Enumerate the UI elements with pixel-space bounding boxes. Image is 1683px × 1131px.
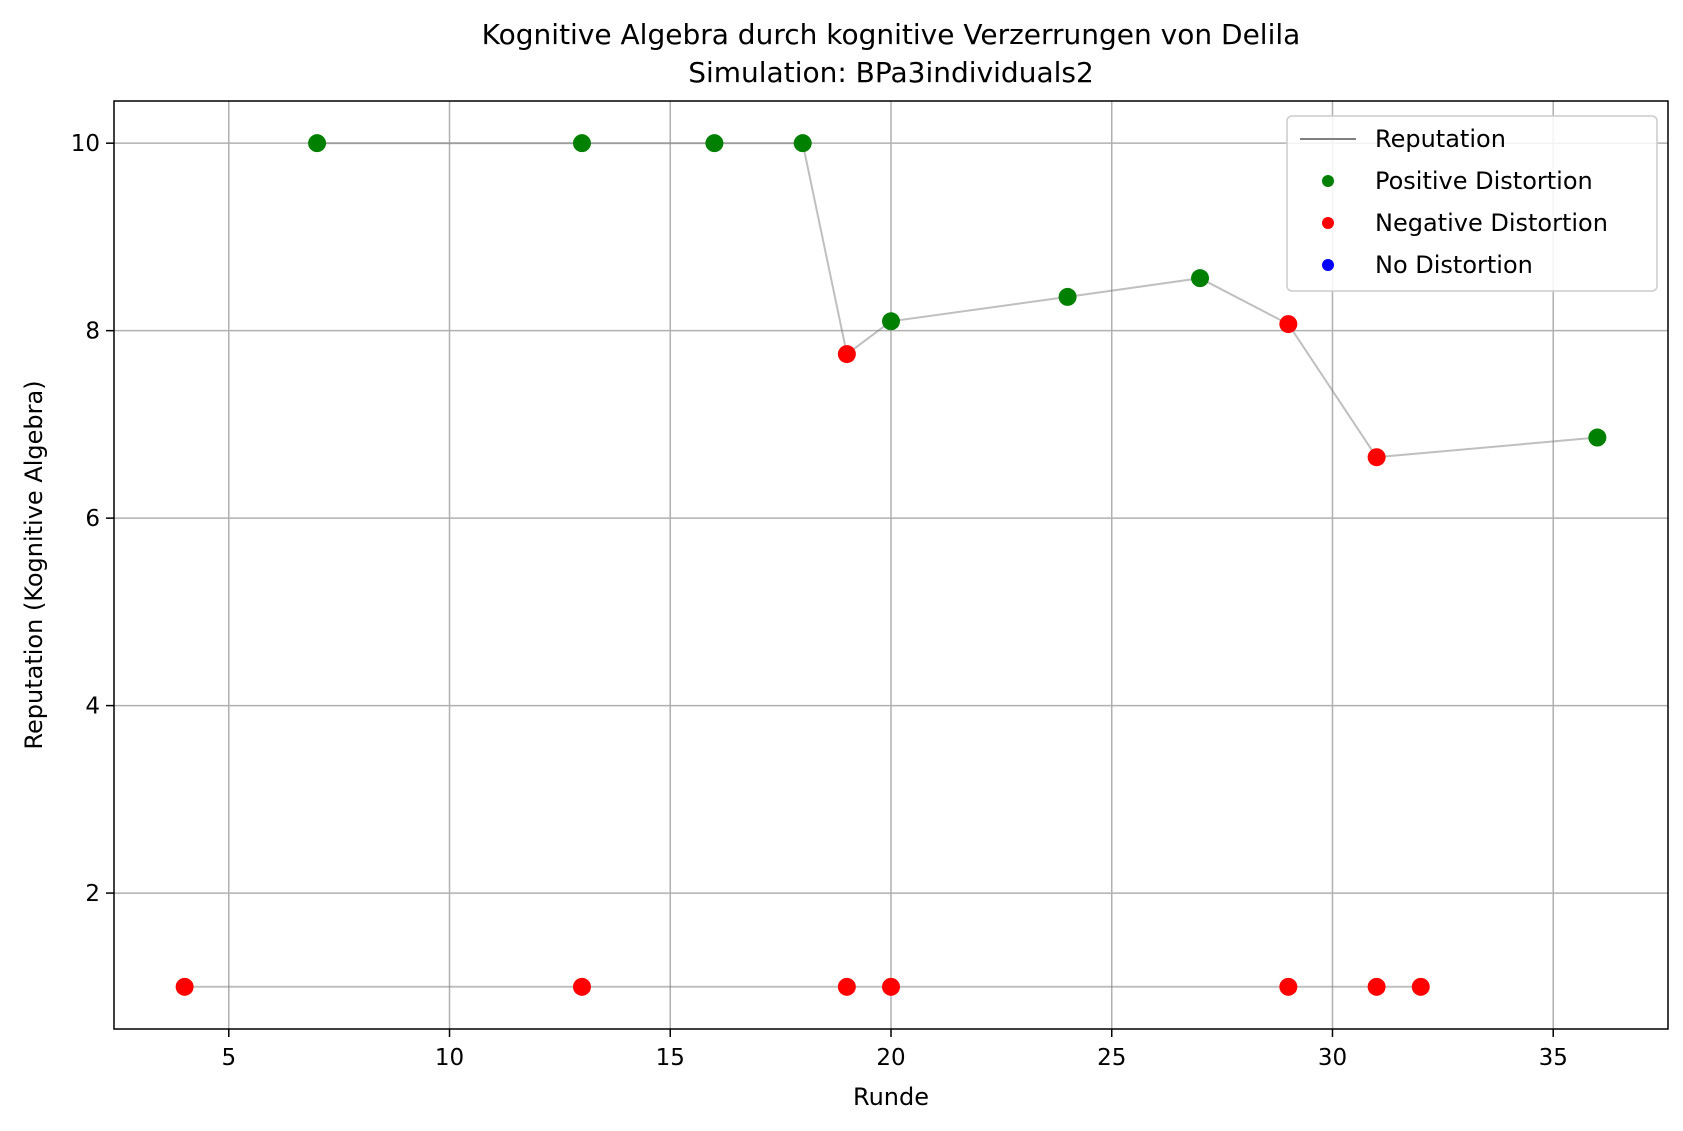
- negative-distortion-point: [1411, 977, 1430, 996]
- y-tick-label: 8: [85, 319, 100, 345]
- x-tick-label: 20: [876, 1045, 905, 1071]
- positive-distortion-point: [308, 134, 327, 153]
- legend-label: No Distortion: [1375, 251, 1533, 279]
- x-tick-label: 30: [1318, 1045, 1347, 1071]
- x-tick-label: 10: [435, 1045, 464, 1071]
- positive-distortion-point: [882, 312, 900, 331]
- y-axis-ticks: 2 4 6 8 10: [71, 131, 114, 907]
- negative-distortion-point: [1367, 448, 1386, 467]
- y-tick-label: 2: [85, 881, 100, 907]
- legend: Reputation Positive Distortion Negative Di…: [1286, 115, 1658, 292]
- positive-distortion-point: [1191, 269, 1210, 288]
- legend-label: Positive Distortion: [1375, 167, 1593, 195]
- negative-distortion-point: [175, 977, 194, 996]
- y-axis-label: Reputation (Kognitive Algebra): [20, 380, 48, 749]
- legend-box: [1286, 115, 1658, 292]
- y-tick-label: 10: [71, 131, 100, 157]
- x-tick-label: 25: [1097, 1045, 1126, 1071]
- positive-distortion-point: [1588, 428, 1607, 447]
- positive-distortion-point: [793, 134, 812, 153]
- negative-distortion-point: [1367, 977, 1386, 996]
- positive-distortion-point: [705, 134, 724, 153]
- legend-marker-swatch: [1322, 217, 1334, 229]
- positive-distortion-point: [572, 134, 591, 153]
- x-axis-label: Runde: [853, 1083, 929, 1111]
- chart-title: Kognitive Algebra durch kognitive Verzer…: [482, 18, 1301, 51]
- negative-distortion-point: [837, 345, 856, 364]
- negative-distortion-point: [572, 977, 591, 996]
- x-tick-label: 15: [656, 1045, 685, 1071]
- legend-label: Reputation: [1375, 125, 1506, 153]
- negative-distortion-point: [1279, 315, 1298, 334]
- legend-label: Negative Distortion: [1375, 209, 1608, 237]
- legend-marker-swatch: [1322, 175, 1334, 187]
- negative-distortion-point: [837, 977, 856, 996]
- positive-distortion-point: [1058, 287, 1077, 306]
- y-tick-label: 4: [85, 694, 100, 720]
- legend-marker-swatch: [1322, 259, 1334, 271]
- negative-distortion-point: [1279, 977, 1298, 996]
- chart-subtitle: Simulation: BPa3individuals2: [688, 56, 1094, 89]
- x-tick-label: 5: [221, 1045, 236, 1071]
- negative-distortion-point: [882, 977, 900, 996]
- x-axis-ticks: 5 10 15 20 25 30 35: [221, 1029, 1568, 1071]
- y-tick-label: 6: [85, 506, 100, 532]
- data-points: [175, 134, 1607, 996]
- x-tick-label: 35: [1539, 1045, 1568, 1071]
